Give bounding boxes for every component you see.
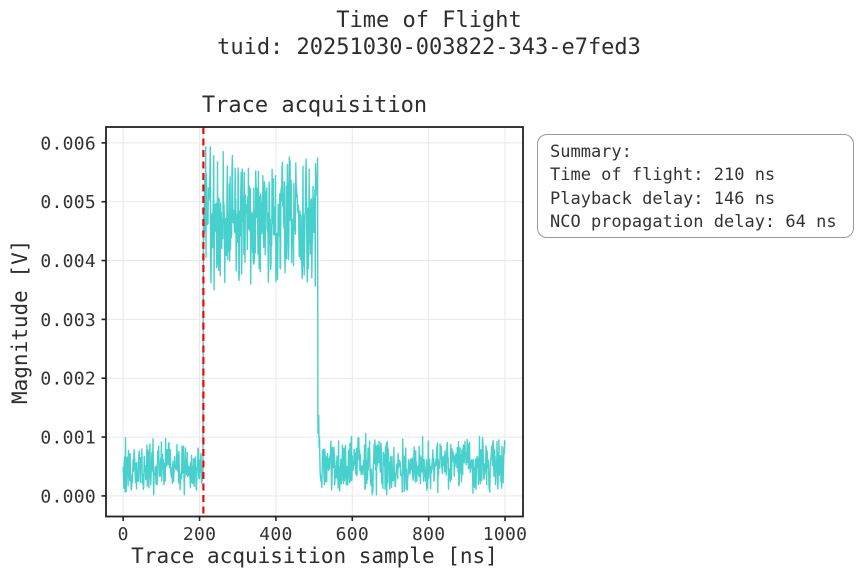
x-tick-label: 400	[259, 524, 292, 545]
summary-box: Summary: Time of flight: 210 ns Playback…	[537, 134, 854, 238]
summary-line-nco-delay: NCO propagation delay: 64 ns	[550, 211, 837, 232]
x-tick-label: 0	[118, 524, 129, 545]
y-tick-label: 0.003	[40, 310, 96, 331]
x-tick-label: 1000	[483, 524, 528, 545]
x-tick-label: 800	[412, 524, 445, 545]
axes-frame	[105, 126, 524, 518]
y-tick-label: 0.004	[40, 251, 96, 272]
y-tick-label: 0.006	[40, 133, 96, 154]
x-tick-label: 600	[336, 524, 369, 545]
x-axis-label: Trace acquisition sample [ns]	[131, 544, 498, 568]
figure-title-block: Time of Flight tuid: 20251030-003822-343…	[0, 7, 858, 61]
y-axis-label: Magnitude [V]	[8, 239, 32, 405]
axes-title: Trace acquisition	[201, 93, 428, 118]
summary-line-time-of-flight: Time of flight: 210 ns	[550, 165, 776, 186]
x-tick-label: 200	[183, 524, 216, 545]
figure-subtitle-tuid: tuid: 20251030-003822-343-e7fed3	[217, 35, 641, 60]
summary-line-playback-delay: Playback delay: 146 ns	[550, 188, 776, 209]
y-tick-label: 0.002	[40, 369, 96, 390]
y-tick-label: 0.000	[40, 486, 96, 507]
magnitude-trace-line	[122, 146, 506, 496]
figure-title: Time of Flight	[336, 8, 522, 33]
y-tick-label: 0.001	[40, 428, 96, 449]
summary-line-heading: Summary:	[550, 142, 632, 162]
y-tick-label: 0.005	[40, 192, 96, 213]
